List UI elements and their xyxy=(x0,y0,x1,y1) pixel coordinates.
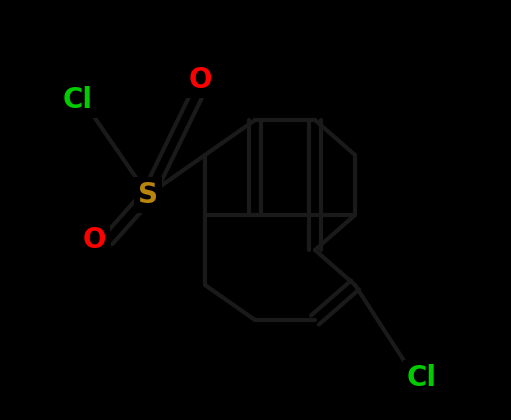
Text: O: O xyxy=(82,226,106,254)
Text: S: S xyxy=(138,181,158,209)
Text: Cl: Cl xyxy=(407,364,437,392)
Text: O: O xyxy=(188,66,212,94)
Text: Cl: Cl xyxy=(63,86,93,114)
